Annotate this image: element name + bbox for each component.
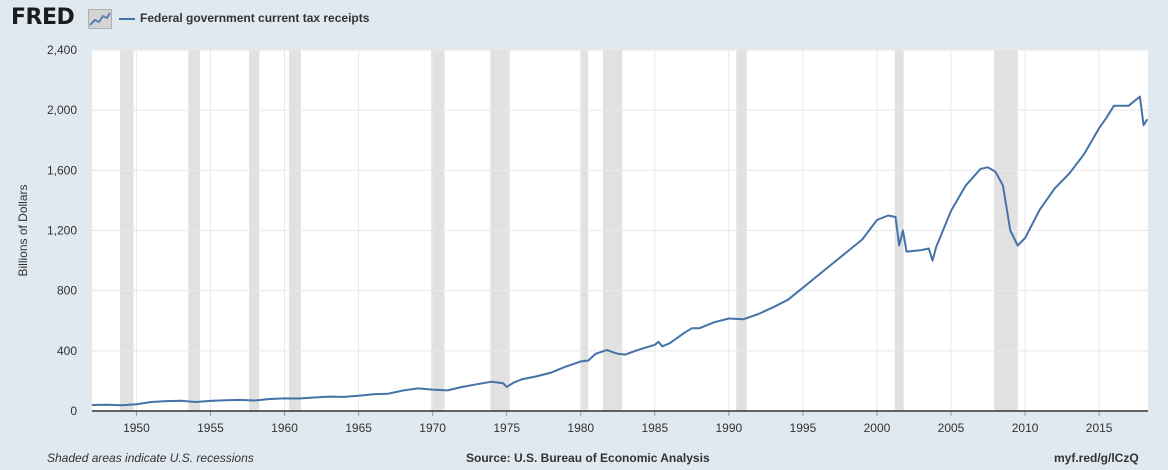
legend-series-label[interactable]: Federal government current tax receipts xyxy=(140,11,370,25)
y-axis-label: Billions of Dollars xyxy=(16,184,30,276)
y-tick-label: 0 xyxy=(70,404,77,418)
x-tick-label: 2015 xyxy=(1086,421,1113,435)
series-line xyxy=(91,95,1149,407)
y-tick-label: 1,200 xyxy=(47,224,77,238)
x-tick-label: 2000 xyxy=(864,421,891,435)
x-tick-label: 1950 xyxy=(123,421,150,435)
y-tick-label: 800 xyxy=(57,284,77,298)
x-tick-label: 2010 xyxy=(1012,421,1039,435)
y-tick-label: 400 xyxy=(57,344,77,358)
x-tick-label: 1980 xyxy=(567,421,594,435)
x-tick-label: 1970 xyxy=(419,421,446,435)
x-tick-label: 1960 xyxy=(271,421,298,435)
fred-logo[interactable]: FRED xyxy=(11,5,75,30)
short-link[interactable]: myf.red/g/lCzQ xyxy=(1054,451,1139,465)
y-tick-label: 2,000 xyxy=(47,103,77,117)
x-tick-label: 1990 xyxy=(716,421,743,435)
x-tick-label: 1955 xyxy=(197,421,224,435)
y-tick-label: 1,600 xyxy=(47,163,77,177)
x-tick-label: 1985 xyxy=(641,421,668,435)
x-tick-label: 2005 xyxy=(938,421,965,435)
chart-trend-icon xyxy=(88,9,112,29)
legend-line-swatch xyxy=(119,18,135,20)
x-tick-label: 1975 xyxy=(493,421,520,435)
recession-note: Shaded areas indicate U.S. recessions xyxy=(47,451,254,465)
x-tick-label: 1965 xyxy=(345,421,372,435)
source-note: Source: U.S. Bureau of Economic Analysis xyxy=(466,451,710,465)
y-tick-label: 2,400 xyxy=(47,43,77,57)
x-tick-label: 1995 xyxy=(790,421,817,435)
chart-header: FRED Federal government current tax rece… xyxy=(0,0,1168,40)
